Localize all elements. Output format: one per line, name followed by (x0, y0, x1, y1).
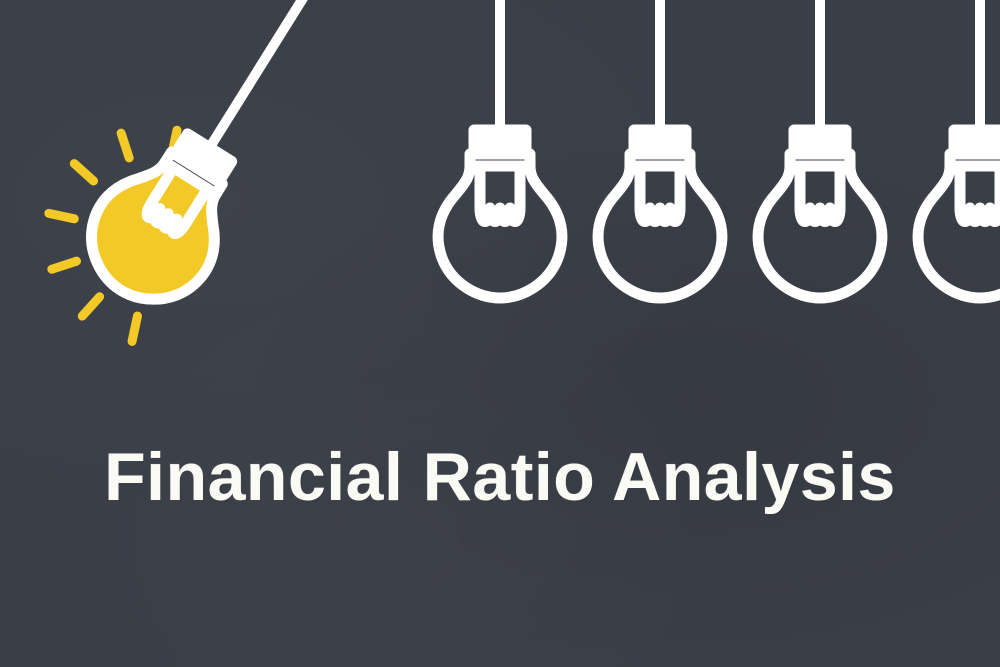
hanging-bulb-2 (598, 0, 722, 298)
lightbulb-lit-icon (68, 115, 262, 323)
main-title: Financial Ratio Analysis (0, 438, 1000, 516)
swinging-lit-bulb (0, 0, 500, 420)
chalkboard-stage: Financial Ratio Analysis (0, 0, 1000, 667)
lit-bulb-pendulum (8, 0, 358, 359)
hanging-bulb-3 (758, 0, 882, 298)
hanging-bulb-4 (918, 0, 1000, 298)
